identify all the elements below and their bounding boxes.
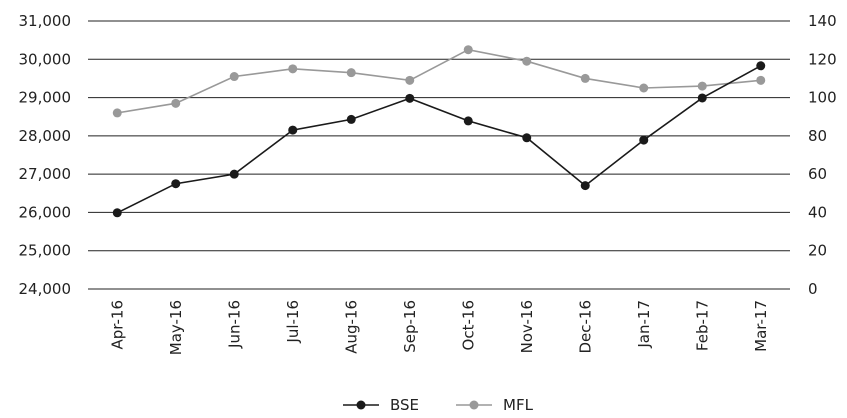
bse-legend-label: BSE (390, 396, 419, 414)
mfl-point (171, 99, 180, 108)
right-axis-tick-label: 60 (808, 165, 827, 183)
mfl-point (464, 45, 473, 54)
x-axis-tick-label: Jun-16 (225, 300, 243, 349)
bse-point (171, 179, 180, 188)
left-axis-tick-label: 26,000 (19, 203, 72, 221)
right-axis-tick-label: 100 (808, 89, 837, 107)
bse-point (230, 170, 239, 179)
bse-point (698, 93, 707, 102)
bse-point (581, 181, 590, 190)
gridlines (88, 21, 790, 289)
right-axis-tick-label: 40 (808, 203, 827, 221)
mfl-point (756, 76, 765, 85)
right-axis-tick-label: 120 (808, 50, 837, 68)
bse-point (756, 61, 765, 70)
x-axis-tick-label: Apr-16 (108, 300, 126, 350)
left-axis-tick-label: 31,000 (19, 12, 72, 30)
bse-point (522, 133, 531, 142)
x-axis-tick-label: Dec-16 (576, 300, 594, 354)
x-axis-tick-label: Nov-16 (518, 300, 536, 353)
x-axis-tick-label: Sep-16 (401, 300, 419, 353)
right-axis-ticks: 0 20 40 60 80 100 120 140 (808, 12, 837, 298)
legend: BSE MFL (343, 396, 534, 414)
x-axis-ticks: Apr-16 May-16 Jun-16 Jul-16 Aug-16 Sep-16 Oct-… (108, 300, 770, 355)
left-axis-tick-label: 25,000 (19, 242, 72, 260)
bse-point (113, 208, 122, 217)
mfl-point (347, 68, 356, 77)
x-axis-tick-label: Feb-17 (693, 300, 711, 351)
bse-legend-marker (357, 401, 366, 410)
series-layer (113, 45, 766, 217)
mfl-point (230, 72, 239, 81)
mfl-point (288, 64, 297, 73)
right-axis-tick-label: 80 (808, 127, 827, 145)
left-axis-tick-label: 24,000 (19, 280, 72, 298)
x-axis-tick-label: Mar-17 (752, 300, 770, 352)
mfl-point (581, 74, 590, 83)
left-axis-tick-label: 27,000 (19, 165, 72, 183)
mfl-point (405, 76, 414, 85)
right-axis-tick-label: 0 (808, 280, 818, 298)
x-axis-tick-label: Aug-16 (342, 300, 360, 354)
x-axis-tick-label: Jan-17 (635, 300, 653, 349)
mfl-legend-marker (470, 401, 479, 410)
left-axis-ticks: 24,000 25,000 26,000 27,000 28,000 29,000 30,0… (19, 12, 72, 298)
mfl-point (113, 108, 122, 117)
bse-point (347, 115, 356, 124)
x-axis-tick-label: May-16 (167, 300, 185, 355)
mfl-point (522, 57, 531, 66)
bse-point (464, 116, 473, 125)
mfl-point (639, 84, 648, 93)
bse-point (288, 126, 297, 135)
left-axis-tick-label: 30,000 (19, 50, 72, 68)
bse-point (639, 136, 648, 145)
mfl-point (698, 82, 707, 91)
bse-point (405, 94, 414, 103)
left-axis-tick-label: 28,000 (19, 127, 72, 145)
right-axis-tick-label: 20 (808, 242, 827, 260)
mfl-legend-label: MFL (503, 396, 534, 414)
left-axis-tick-label: 29,000 (19, 89, 72, 107)
right-axis-tick-label: 140 (808, 12, 837, 30)
x-axis-tick-label: Oct-16 (459, 300, 477, 350)
x-axis-tick-label: Jul-16 (284, 300, 302, 344)
